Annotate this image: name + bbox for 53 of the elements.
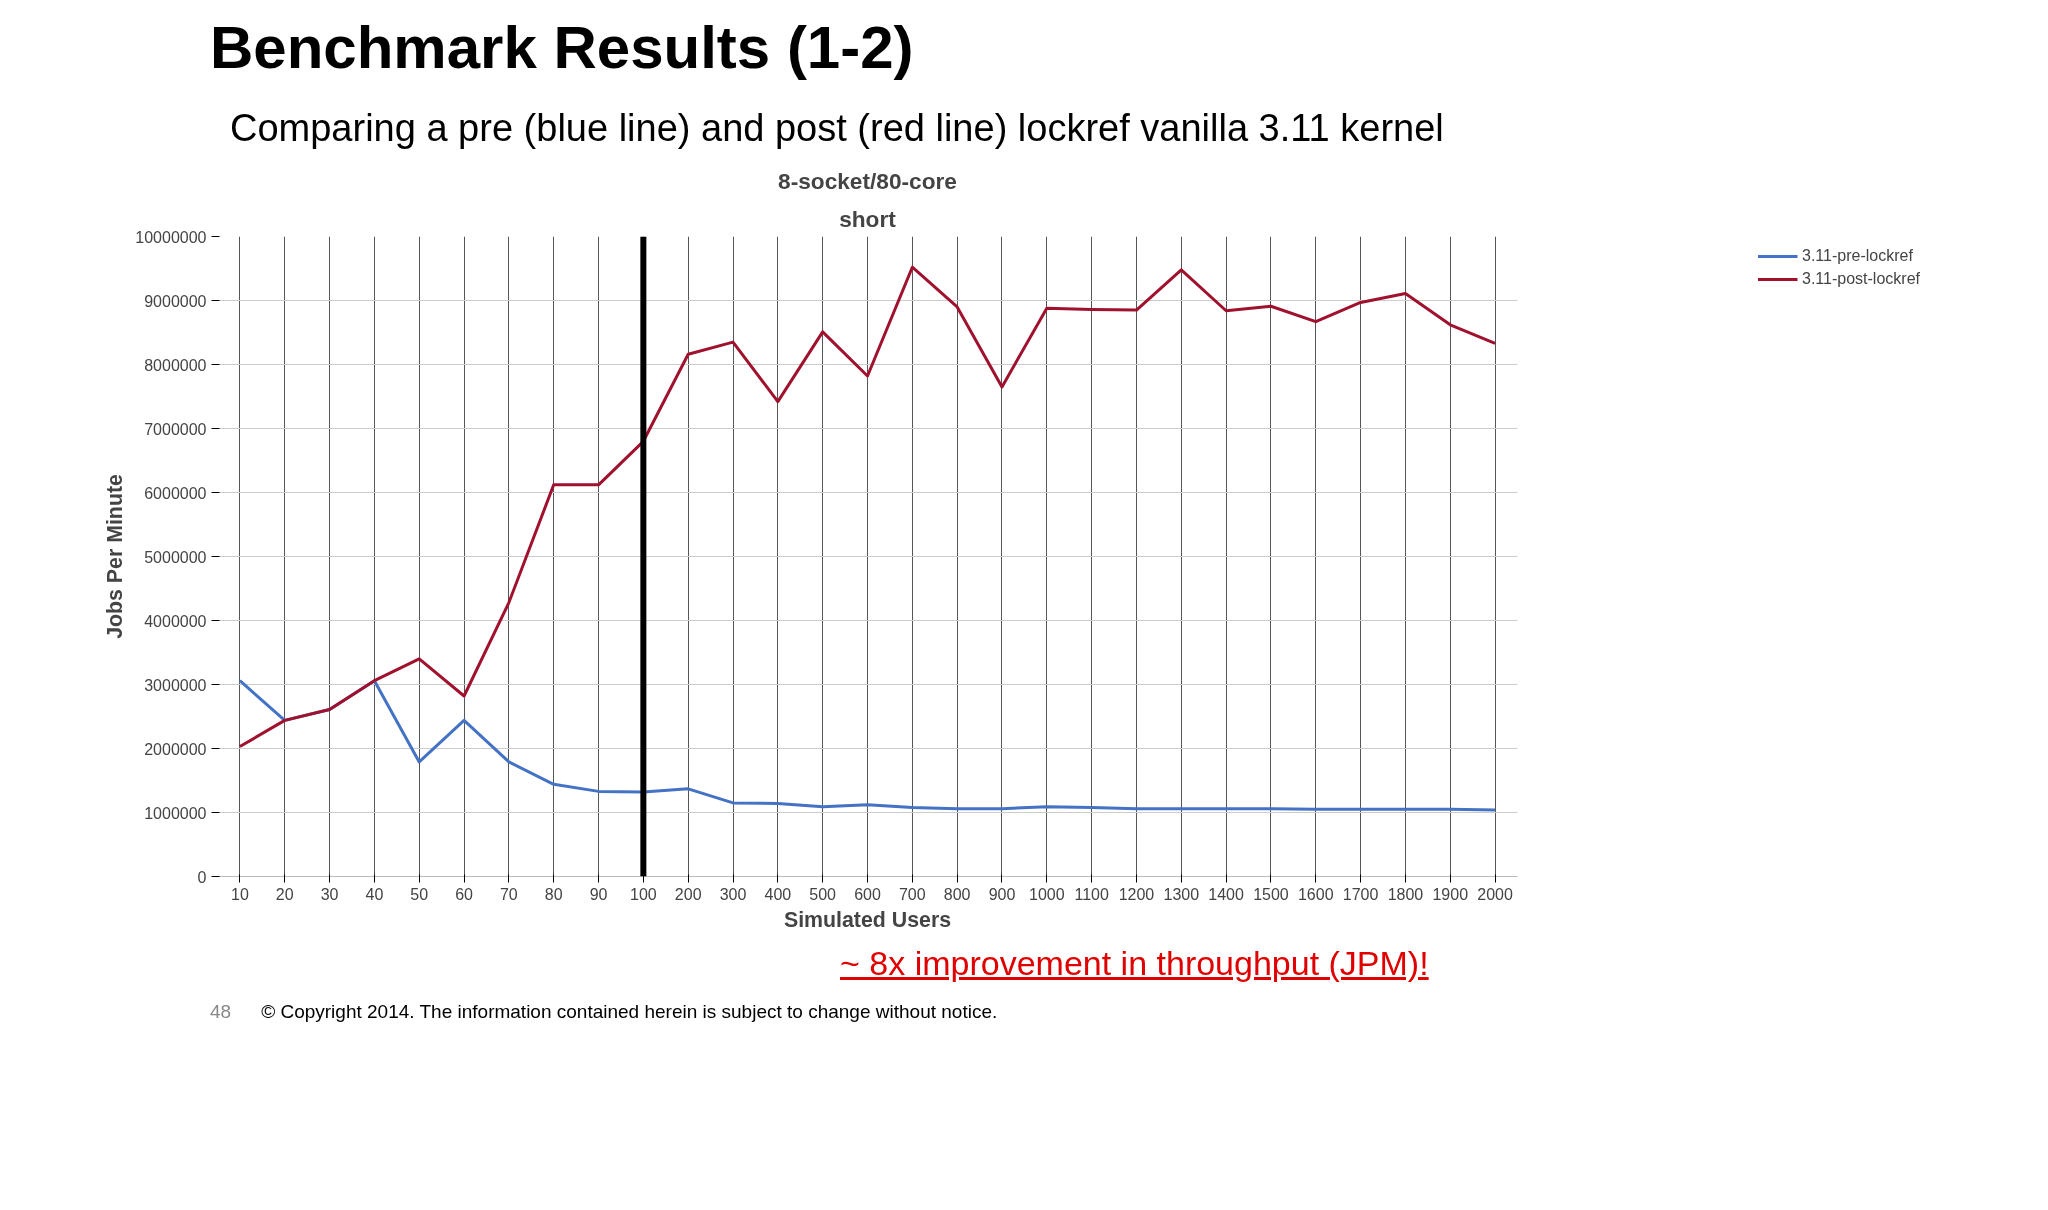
y-tick-label: 7000000	[144, 420, 207, 438]
x-tick-label: 1700	[1342, 885, 1379, 903]
chart-subtitle: Comparing a pre (blue line) and post (red line) lockref vanilla 3.11 kernel	[230, 105, 1444, 151]
y-axis-title: Jobs Per Minute	[103, 473, 128, 639]
y-tick-label: 4000000	[144, 612, 207, 630]
y-tick-label: 6000000	[144, 484, 207, 502]
y-tick-label: 1000000	[144, 804, 207, 822]
text: ~ 8x improvement in throughput (JPM)!	[840, 943, 1429, 982]
chart-title: Benchmark Results (1-2)	[210, 14, 914, 81]
x-tick-label: 20	[275, 885, 294, 903]
text: 8-socket/80-core	[778, 167, 957, 194]
x-tick-label: 300	[719, 885, 747, 903]
x-tick-label: 90	[589, 885, 608, 903]
y-tick-label: 5000000	[144, 548, 207, 566]
x-tick-label: 1900	[1432, 885, 1469, 903]
x-tick-label: 400	[764, 885, 792, 903]
x-tick-label: 2000	[1477, 885, 1513, 903]
x-tick-label: 80	[544, 885, 563, 903]
x-tick-label: 900	[988, 885, 1016, 903]
y-tick-label: 3000000	[144, 676, 207, 694]
legend-label: 3.11-post-lockref	[1802, 269, 1920, 288]
x-tick-label: 1000	[1029, 885, 1065, 903]
x-tick-label: 1500	[1253, 885, 1289, 903]
x-tick-label: 100	[630, 885, 657, 903]
y-tick-label: 10000000	[135, 228, 207, 246]
y-tick-label: 9000000	[144, 292, 207, 310]
text: 48	[210, 1000, 232, 1022]
x-tick-label: 70	[499, 885, 518, 903]
x-tick-label: 60	[455, 885, 474, 903]
x-tick-label: 700	[898, 885, 926, 903]
x-tick-label: 1800	[1387, 885, 1424, 903]
text: © Copyright 2014. The information contained herein is subject to change without notice.	[261, 1000, 998, 1022]
x-tick-label: 30	[320, 885, 339, 903]
x-tick-label: 10	[231, 885, 249, 903]
x-tick-label: 600	[854, 885, 881, 903]
x-tick-label: 800	[943, 885, 971, 903]
x-tick-label: 1400	[1208, 885, 1245, 903]
x-tick-label: 50	[410, 885, 429, 903]
line-series	[238, 679, 1497, 812]
x-tick-label: 1300	[1163, 885, 1200, 903]
y-tick-label: 8000000	[144, 356, 207, 374]
x-tick-label: 500	[809, 885, 837, 903]
x-tick-label: 1100	[1074, 885, 1109, 903]
text: short	[839, 205, 897, 232]
y-tick-label: 0	[197, 868, 207, 886]
line-series	[238, 265, 1497, 749]
y-tick-label: 2000000	[144, 740, 207, 758]
legend-label: 3.11-pre-lockref	[1802, 246, 1913, 265]
x-tick-label: 200	[674, 885, 702, 903]
x-axis-title: Simulated Users	[783, 907, 952, 932]
x-tick-label: 40	[365, 885, 384, 903]
x-tick-label: 1600	[1297, 885, 1334, 903]
x-tick-label: 1200	[1118, 885, 1155, 903]
